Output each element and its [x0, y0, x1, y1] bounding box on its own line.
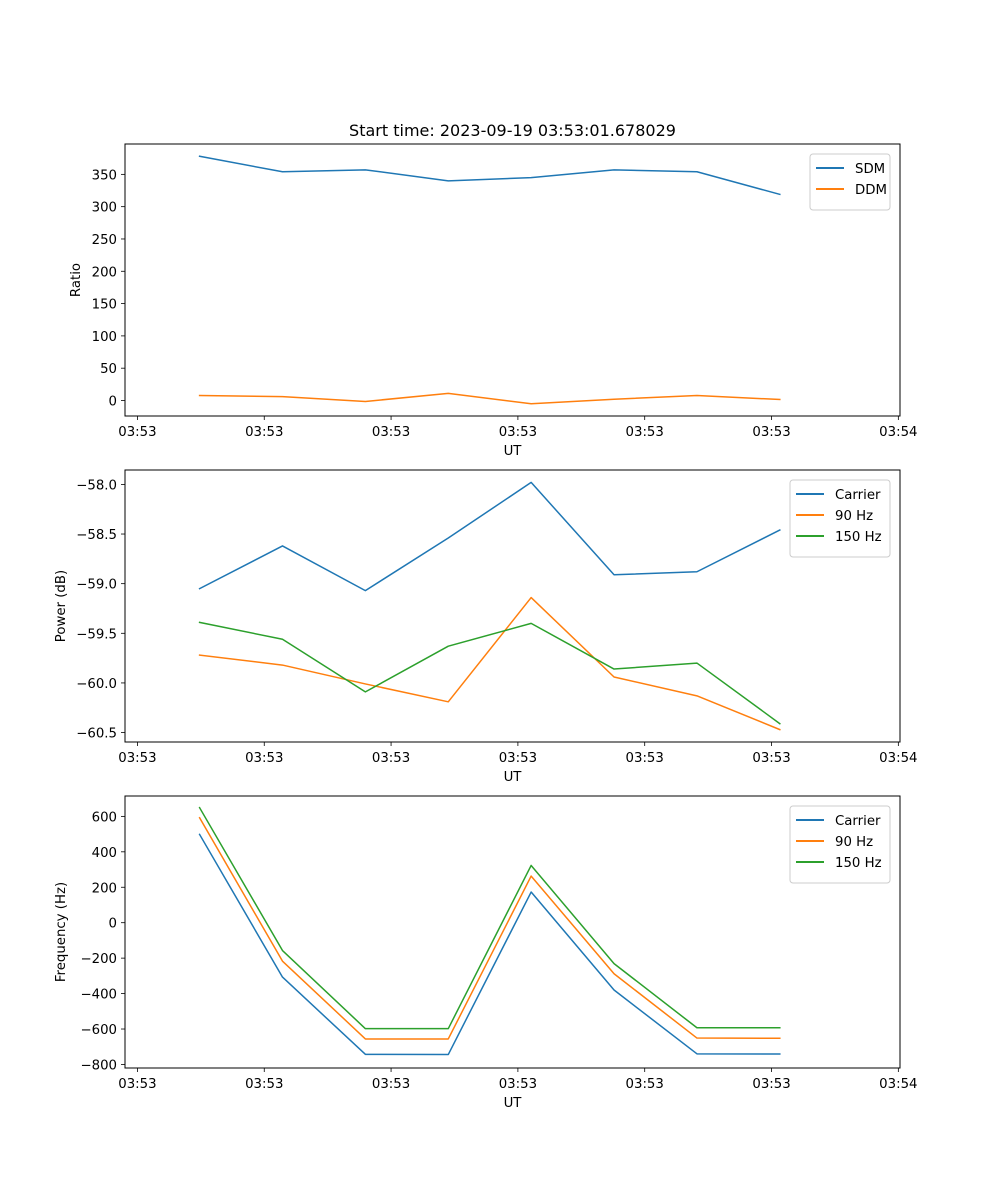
- y-tick-label: −800: [80, 1058, 117, 1073]
- frequency-axes: 03:53 03:53 03:53 03:53 03:53 03:53 03:54 UT −80…: [54, 795, 918, 1111]
- legend-label: 90 Hz: [835, 835, 873, 850]
- y-axis-label: Power (dB): [54, 570, 69, 642]
- legend-label: 90 Hz: [835, 509, 873, 524]
- legend-label: DDM: [855, 183, 887, 198]
- power-series-150-hz: [198, 621, 781, 725]
- figure-title: Start time: 2023-09-19 03:53:01.678029: [349, 121, 676, 140]
- y-tick-label: −58.0: [76, 478, 117, 493]
- legend-label: Carrier: [835, 814, 881, 829]
- frequency-legend: Carrier 90 Hz 150 Hz: [789, 805, 891, 884]
- ratio-legend: SDM DDM: [809, 153, 891, 211]
- y-axis-label: Frequency (Hz): [54, 882, 69, 982]
- x-tick-label: 03:53: [372, 1077, 410, 1092]
- y-tick-label: 250: [92, 233, 117, 248]
- x-tick-label: 03:54: [879, 751, 917, 766]
- x-tick-label: 03:53: [245, 751, 283, 766]
- y-tick-label: −200: [80, 952, 117, 967]
- x-tick-label: 03:53: [245, 425, 283, 440]
- frequency-axes-frame: [124, 795, 901, 1069]
- legend-label: 150 Hz: [835, 530, 882, 545]
- y-tick-label: 600: [92, 810, 117, 825]
- x-tick-label: 03:53: [752, 1077, 790, 1092]
- y-tick-label: −59.0: [76, 578, 117, 593]
- x-tick-label: 03:53: [118, 1077, 156, 1092]
- x-tick-label: 03:53: [499, 1077, 537, 1092]
- ratio-series-ddm: [198, 392, 781, 405]
- power-series-90-hz: [198, 596, 781, 731]
- power-axes: 03:53 03:53 03:53 03:53 03:53 03:53 03:54 UT −60…: [54, 469, 918, 785]
- y-tick-label: 50: [100, 362, 117, 377]
- y-tick-label: 0: [109, 394, 117, 409]
- x-tick-label: 03:53: [626, 425, 664, 440]
- y-tick-label: 350: [92, 168, 117, 183]
- frequency-series-150-hz: [198, 806, 781, 1030]
- x-tick-label: 03:53: [626, 751, 664, 766]
- x-tick-label: 03:53: [499, 425, 537, 440]
- frequency-series-carrier: [198, 833, 781, 1056]
- power-legend: Carrier 90 Hz 150 Hz: [789, 479, 891, 558]
- y-tick-label: 0: [109, 917, 117, 932]
- ratio-axes-frame: [124, 143, 901, 417]
- x-tick-label: 03:53: [752, 425, 790, 440]
- x-axis-label: UT: [504, 1096, 523, 1111]
- x-axis-label: UT: [504, 444, 523, 459]
- y-tick-label: 200: [92, 881, 117, 896]
- x-tick-label: 03:53: [372, 425, 410, 440]
- legend-box: [789, 805, 891, 884]
- x-tick-label: 03:54: [879, 425, 917, 440]
- x-tick-label: 03:53: [245, 1077, 283, 1092]
- ratio-series-sdm: [198, 155, 781, 196]
- power-axes-frame: [124, 469, 901, 743]
- x-tick-label: 03:53: [118, 425, 156, 440]
- y-tick-label: −60.5: [76, 727, 117, 742]
- x-axis-label: UT: [504, 770, 523, 785]
- legend-label: Carrier: [835, 488, 881, 503]
- y-tick-label: −58.5: [76, 528, 117, 543]
- x-tick-label: 03:53: [626, 1077, 664, 1092]
- y-tick-label: 200: [92, 265, 117, 280]
- x-tick-label: 03:53: [372, 751, 410, 766]
- legend-label: SDM: [855, 162, 885, 177]
- y-tick-label: −600: [80, 1023, 117, 1038]
- x-tick-label: 03:54: [879, 1077, 917, 1092]
- frequency-series-90-hz: [198, 816, 781, 1040]
- y-tick-label: −400: [80, 988, 117, 1003]
- y-tick-label: 300: [92, 201, 117, 216]
- x-tick-label: 03:53: [118, 751, 156, 766]
- legend-box: [789, 479, 891, 558]
- ratio-axes: 03:53 03:53 03:53 03:53 03:53 03:53 03:54 UT 0 50…: [69, 143, 918, 459]
- legend-label: 150 Hz: [835, 856, 882, 871]
- y-tick-label: 400: [92, 846, 117, 861]
- x-tick-label: 03:53: [499, 751, 537, 766]
- y-tick-label: −59.5: [76, 627, 117, 642]
- y-tick-label: 150: [92, 298, 117, 313]
- y-axis-label: Ratio: [69, 263, 84, 297]
- power-series-carrier: [198, 481, 781, 592]
- x-tick-label: 03:53: [752, 751, 790, 766]
- y-tick-label: −60.0: [76, 677, 117, 692]
- y-tick-label: 100: [92, 330, 117, 345]
